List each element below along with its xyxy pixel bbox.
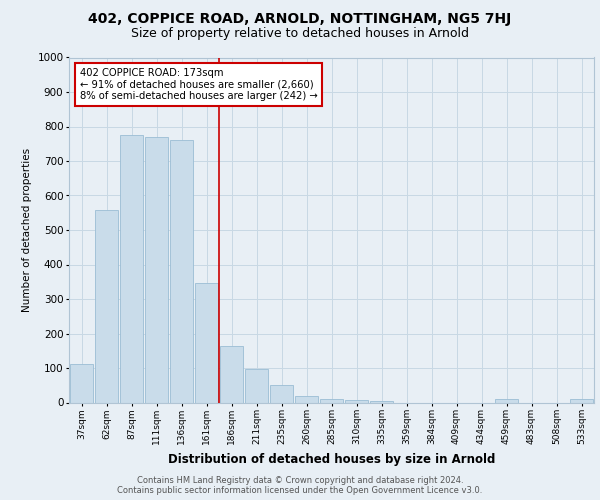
Bar <box>220 346 244 403</box>
Text: 402 COPPICE ROAD: 173sqm
← 91% of detached houses are smaller (2,660)
8% of semi: 402 COPPICE ROAD: 173sqm ← 91% of detach… <box>79 68 317 101</box>
X-axis label: Distribution of detached houses by size in Arnold: Distribution of detached houses by size … <box>168 453 495 466</box>
Bar <box>70 364 94 403</box>
Y-axis label: Number of detached properties: Number of detached properties <box>22 148 32 312</box>
Bar <box>95 210 118 402</box>
Bar <box>344 400 368 402</box>
Bar <box>370 401 394 402</box>
Text: 402, COPPICE ROAD, ARNOLD, NOTTINGHAM, NG5 7HJ: 402, COPPICE ROAD, ARNOLD, NOTTINGHAM, N… <box>88 12 512 26</box>
Bar <box>194 284 218 403</box>
Bar <box>269 384 293 402</box>
Bar <box>245 369 268 402</box>
Bar <box>145 137 169 402</box>
Bar <box>295 396 319 402</box>
Text: Contains HM Land Registry data © Crown copyright and database right 2024.
Contai: Contains HM Land Registry data © Crown c… <box>118 476 482 495</box>
Text: Size of property relative to detached houses in Arnold: Size of property relative to detached ho… <box>131 28 469 40</box>
Bar <box>494 399 518 402</box>
Bar <box>569 399 593 402</box>
Bar <box>119 135 143 402</box>
Bar <box>320 399 343 402</box>
Bar <box>170 140 193 402</box>
